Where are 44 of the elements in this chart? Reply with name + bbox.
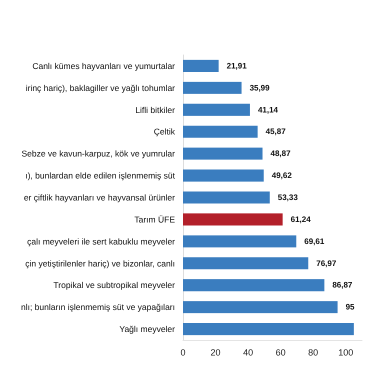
- y-tick-label: Yağlı meyveler: [119, 324, 176, 334]
- data-label: 76,97: [316, 258, 337, 268]
- data-label: 61,24: [290, 214, 312, 224]
- x-tick-label: 40: [243, 348, 254, 358]
- bar: [183, 82, 242, 94]
- y-tick-label: er çiftlik hayvanları ve hayvansal ürünler: [24, 192, 176, 202]
- y-tick-label: nlı; bunların işlenmemiş süt ve yapağıları: [20, 302, 175, 312]
- y-tick-label: Çeltik: [154, 126, 176, 137]
- x-tick-label: 20: [210, 348, 221, 358]
- data-label: 53,33: [278, 193, 298, 202]
- data-label: 41,14: [258, 105, 279, 114]
- data-label: 48,87: [270, 149, 292, 158]
- data-label: 69,61: [304, 236, 325, 246]
- x-tick-label: 100: [338, 348, 354, 358]
- data-label: 45,87: [266, 127, 286, 136]
- y-tick-label: Tarım ÜFE: [134, 214, 176, 224]
- bar: [183, 148, 263, 160]
- y-tick-label: ı), bunlardan elde edilen işlenmemiş süt: [25, 170, 176, 181]
- x-tick-label: 60: [276, 348, 286, 358]
- bar: [183, 301, 338, 314]
- bar: [183, 126, 258, 138]
- y-tick-label: Lifli bitkiler: [135, 104, 176, 115]
- y-tick-label: Sebze ve kavun-karpuz, kök ve yumrular: [21, 148, 176, 159]
- data-label: 35,99: [250, 83, 270, 92]
- y-tick-label: çin yetiştirilenler hariç) ve bizonlar, canlı: [25, 258, 175, 268]
- y-tick-label: çalı meyveleri ile sert kabuklu meyveler: [27, 236, 176, 246]
- data-label: 86,87: [332, 280, 353, 290]
- bar: [183, 191, 270, 204]
- y-tick-label: Tropikal ve subtropikal meyveler: [53, 280, 176, 290]
- bar: [183, 235, 296, 248]
- x-tick-label: 80: [308, 348, 318, 358]
- bar: [183, 213, 283, 226]
- data-label: 21,91: [226, 61, 248, 70]
- data-label: 95: [346, 302, 356, 312]
- bar: [183, 60, 219, 72]
- y-tick-label: Canlı kümes hayvanları ve yumurtalar: [32, 60, 176, 71]
- bar: [183, 257, 308, 270]
- bar: [183, 104, 250, 116]
- bar: [183, 323, 354, 336]
- y-tick-label: irinç hariç), baklagiller ve yağlı tohumlar: [26, 82, 176, 93]
- bar: [183, 279, 324, 292]
- bar: [183, 170, 264, 182]
- data-label: 49,62: [272, 171, 292, 180]
- x-tick-label: 0: [180, 348, 186, 358]
